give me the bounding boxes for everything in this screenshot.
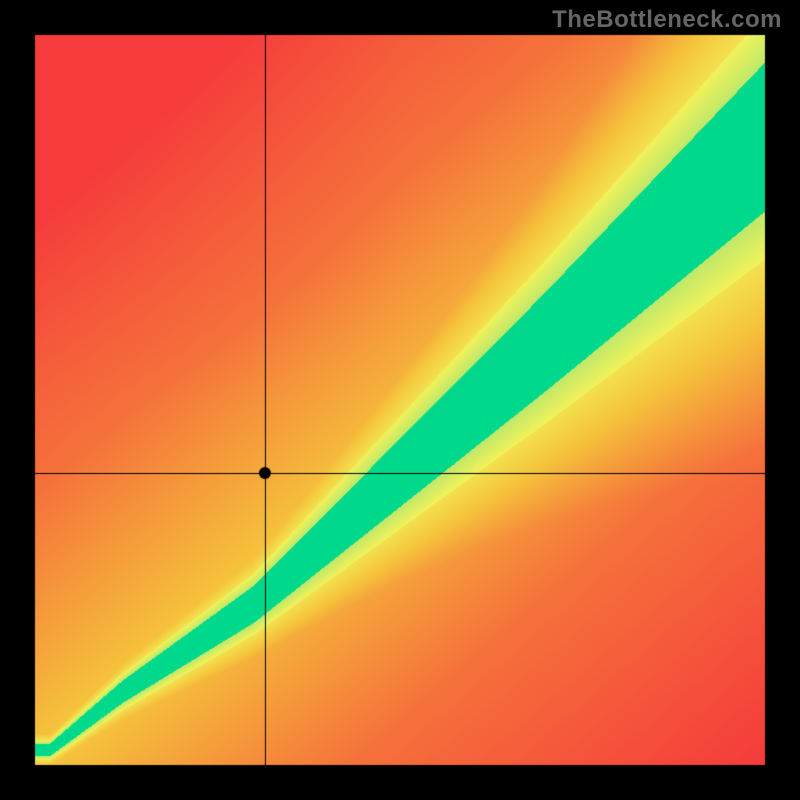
bottleneck-heatmap: [0, 0, 800, 800]
watermark-text: TheBottleneck.com: [552, 6, 782, 34]
